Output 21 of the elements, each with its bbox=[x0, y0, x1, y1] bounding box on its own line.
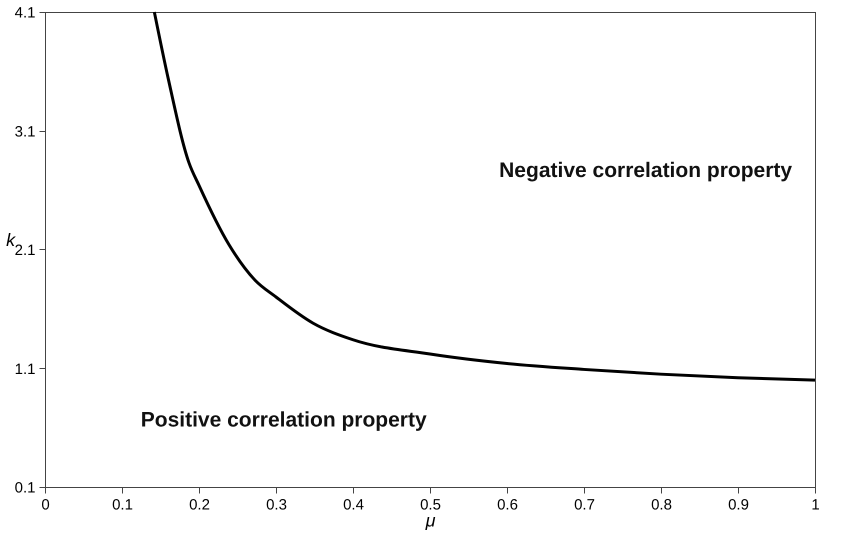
annotation: Negative correlation property bbox=[499, 159, 792, 182]
x-tick-label: 0.3 bbox=[266, 496, 287, 514]
x-tick-label: 0.4 bbox=[343, 496, 364, 514]
x-tick-label: 0.1 bbox=[112, 496, 133, 514]
y-tick-label: 2.1 bbox=[14, 242, 36, 259]
y-tick-label: 3.1 bbox=[14, 123, 36, 140]
y-tick-label: 0.1 bbox=[14, 480, 36, 496]
x-tick-label: 0.5 bbox=[420, 496, 441, 514]
x-tick-label: 0.9 bbox=[728, 496, 749, 514]
y-tick-label: 4.1 bbox=[14, 4, 36, 22]
x-tick-label: 0 bbox=[41, 496, 50, 514]
annotation: Positive correlation property bbox=[140, 408, 427, 432]
x-tick-label: 1 bbox=[811, 496, 820, 514]
x-tick-label: 0.6 bbox=[497, 496, 518, 514]
x-tick-label: 0.7 bbox=[574, 496, 595, 514]
y-tick-label: 1.1 bbox=[14, 360, 36, 378]
x-tick-label: 0.8 bbox=[651, 496, 672, 514]
x-axis-title: μ bbox=[424, 510, 436, 530]
line-series bbox=[152, 10, 816, 382]
y-axis-title: k bbox=[6, 230, 16, 250]
x-tick-label: 0.2 bbox=[189, 496, 210, 514]
